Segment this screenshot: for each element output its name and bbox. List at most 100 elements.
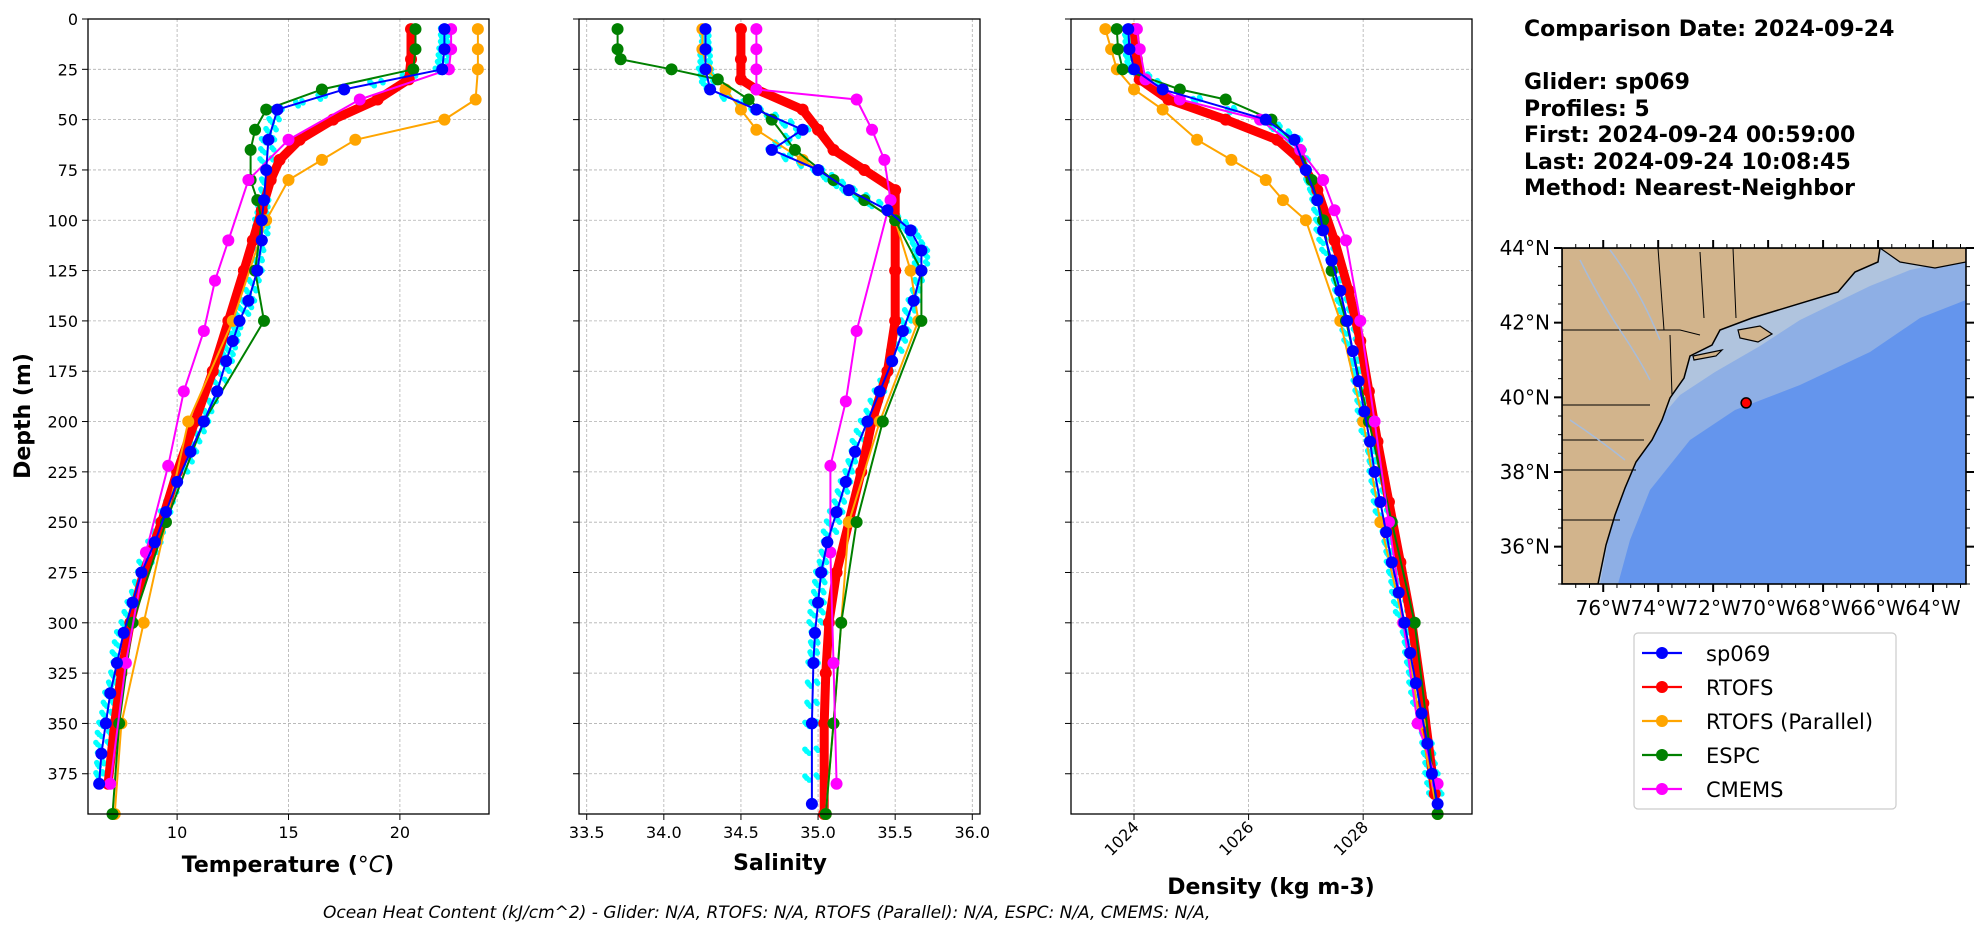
salinity-point-sp069	[915, 244, 928, 257]
salinity-point-sp069	[881, 204, 894, 217]
temperature-line-cmems	[109, 29, 453, 784]
salinity-raw-point	[814, 680, 821, 686]
density-raw-point	[1320, 240, 1327, 247]
salinity-raw-point	[823, 559, 830, 566]
salinity-point-sp069	[807, 657, 820, 670]
salinity-raw-point	[822, 579, 828, 586]
temperature-point-espc	[244, 143, 257, 156]
salinity-raw-point	[707, 53, 713, 59]
temperature-point-sp069	[110, 657, 123, 670]
depth-ytick-label: 0	[68, 10, 78, 29]
density-point-sp069	[1380, 526, 1393, 539]
salinity-series	[611, 23, 931, 820]
salinity-raw-point	[818, 548, 825, 555]
legend-label: RTOFS	[1706, 676, 1773, 700]
density-line-rtofs-parallel-	[1104, 28, 1439, 815]
density-point-cmems	[1411, 717, 1424, 730]
temperature-point-sp069	[271, 103, 284, 116]
salinity-raw-point	[782, 123, 788, 129]
density-point-rtofs-parallel-	[1156, 103, 1169, 116]
salinity-point-cmems	[827, 657, 840, 670]
density-raw-point	[1124, 58, 1130, 65]
map-nova-scotia	[1878, 248, 1966, 269]
glider-name: Glider: sp069	[1524, 70, 1690, 95]
temperature-xlabel: Temperature (°C)	[182, 853, 394, 878]
salinity-point-rtofs	[734, 73, 747, 86]
salinity-xlabel: Salinity	[733, 851, 827, 876]
salinity-point-sp069	[750, 103, 763, 116]
temperature-raw-point	[109, 649, 116, 655]
density-point-sp069	[1404, 646, 1417, 659]
temperature-series	[93, 23, 484, 820]
density-point-rtofs-parallel-	[1299, 214, 1312, 227]
density-point-espc	[1219, 93, 1232, 106]
temperature-point-sp069	[117, 626, 130, 639]
legend-marker	[1656, 647, 1668, 659]
depth-ytick-label: 325	[47, 664, 78, 683]
temperature-point-espc	[409, 43, 422, 56]
salinity-point-espc	[788, 143, 801, 156]
temperature-point-sp069	[211, 385, 224, 398]
salinity-point-sp069	[907, 294, 920, 307]
depth-ytick-label: 350	[47, 714, 78, 733]
density-point-rtofs	[1342, 284, 1355, 297]
density-point-espc	[1110, 23, 1123, 36]
density-point-sp069	[1156, 83, 1169, 96]
temperature-raw-point	[434, 58, 441, 65]
density-raw-point	[1122, 38, 1128, 45]
salinity-raw-point	[697, 58, 703, 65]
salinity-point-sp069	[873, 385, 886, 398]
temperature-point-sp069	[242, 294, 255, 307]
depth-ytick-label: 50	[58, 111, 78, 130]
salinity-point-sp069	[842, 184, 855, 197]
salinity-raw-point	[852, 458, 859, 465]
salinity-raw-point	[845, 457, 851, 464]
temperature-raw-point	[226, 368, 233, 375]
density-point-sp069	[1325, 254, 1338, 267]
map-lon-label: 74°W	[1631, 596, 1686, 620]
salinity-raw-point	[806, 750, 813, 757]
density-xtick-label: 1026	[1215, 817, 1257, 859]
density-point-rtofs-parallel-	[1099, 23, 1112, 36]
density-point-rtofs-parallel-	[1276, 194, 1289, 207]
density-point-espc	[1408, 616, 1421, 629]
temperature-point-rtofs	[246, 234, 259, 247]
temperature-point-rtofs-parallel-	[471, 43, 484, 56]
density-raw-point	[1372, 508, 1379, 514]
salinity-point-sp069	[808, 626, 821, 639]
density-point-rtofs-parallel-	[1128, 83, 1141, 96]
salinity-raw-point	[834, 488, 841, 494]
density-point-rtofs	[1130, 53, 1143, 66]
salinity-point-espc	[889, 214, 902, 227]
temperature-point-rtofs	[273, 153, 286, 166]
temperature-point-cmems	[242, 174, 255, 187]
temperature-point-sp069	[197, 415, 210, 428]
salinity-raw-point	[912, 276, 918, 283]
salinity-point-rtofs	[734, 23, 747, 36]
legend-marker	[1656, 749, 1668, 761]
density-point-cmems	[1339, 234, 1352, 247]
salinity-raw-point	[898, 348, 905, 354]
salinity-raw-point	[804, 699, 810, 706]
density-point-cmems	[1354, 314, 1367, 327]
salinity-point-espc	[915, 314, 928, 327]
temperature-point-espc	[113, 717, 126, 730]
density-raw-point	[1358, 427, 1364, 434]
temperature-point-sp069	[251, 264, 264, 277]
salinity-point-rtofs-parallel-	[904, 264, 917, 277]
density-point-sp069	[1392, 586, 1405, 599]
temperature-point-cmems	[208, 274, 221, 287]
depth-ytick-label: 75	[58, 161, 78, 180]
density-point-cmems	[1173, 93, 1186, 106]
salinity-raw-point	[820, 609, 826, 616]
temperature-point-sp069	[126, 596, 139, 609]
temperature-raw-point	[105, 679, 112, 685]
salinity-raw-point	[802, 746, 808, 753]
density-point-sp069	[1374, 496, 1387, 509]
salinity-raw-point	[815, 774, 821, 780]
salinity-point-espc	[711, 73, 724, 86]
density-panel: 1024 1026 1028 Density (kg m-3)	[1065, 18, 1473, 900]
density-raw-point	[1316, 236, 1322, 243]
salinity-point-rtofs	[812, 123, 825, 136]
density-point-cmems	[1133, 43, 1146, 56]
